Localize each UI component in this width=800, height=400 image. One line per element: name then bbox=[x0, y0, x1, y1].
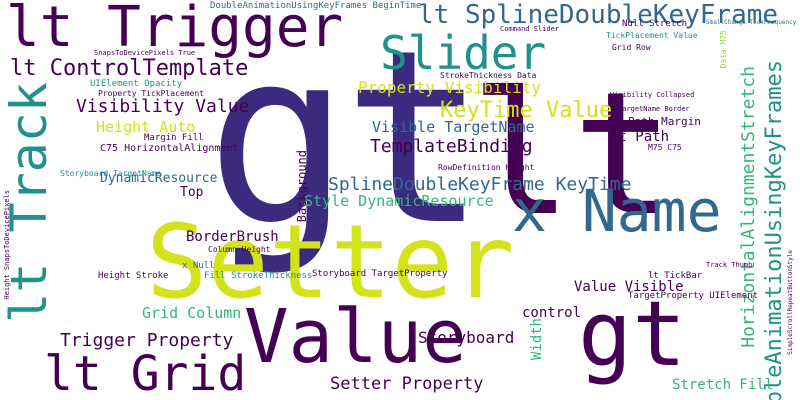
word-doubleanimation-begintime: DoubleAnimationUsingKeyFrames BeginTime bbox=[210, 1, 422, 11]
word-storyboard-targetproperty: Storyboard TargetProperty bbox=[312, 269, 448, 279]
word-lt-path: lt Path bbox=[610, 129, 670, 145]
word-trigger-property: Trigger Property bbox=[60, 330, 234, 351]
word-x-null: x Null bbox=[182, 261, 215, 271]
word-height-auto: Height Auto bbox=[96, 118, 196, 136]
word-visible-targetname: Visible TargetName bbox=[372, 118, 535, 136]
word-gt-large: gt bbox=[206, 0, 487, 278]
word-value: Value bbox=[244, 294, 467, 380]
word-command-slider: Command Slider bbox=[500, 25, 560, 33]
word-value-visible: Value Visible bbox=[574, 279, 684, 295]
word-borderbrush: BorderBrush bbox=[186, 229, 279, 245]
word-property-tickplacement: Property TickPlacement bbox=[98, 89, 204, 98]
word-null-stretch: Null Stretch bbox=[622, 19, 688, 29]
word-lt-trigger: lt Trigger bbox=[6, 0, 344, 60]
word-lt-large: lt bbox=[470, 56, 675, 254]
word-stretch-fill: Stretch Fill bbox=[672, 377, 774, 393]
word-strokethickness-data: StrokeThickness Data bbox=[440, 71, 537, 80]
word-grid-row: Grid Row bbox=[612, 43, 651, 52]
word-data-m75: Data M75 bbox=[719, 30, 728, 69]
word-lt-doubleanimation: lt DoubleAnimationUsingKeyFrames bbox=[762, 60, 787, 400]
word-visibility-value: Visibility Value bbox=[76, 96, 250, 117]
word-top: Top bbox=[180, 185, 204, 200]
word-rowdefinition-height: RowDefinition Height bbox=[438, 163, 535, 172]
word-lt-grid: lt Grid bbox=[44, 346, 247, 400]
word-control: control bbox=[522, 305, 582, 321]
word-style-dynamicresource: Style DynamicResource bbox=[304, 192, 494, 210]
word-dynamicresource: DynamicResource bbox=[100, 171, 218, 186]
word-lt-tickbar: lt TickBar bbox=[648, 271, 703, 281]
word-width: Width bbox=[529, 318, 545, 361]
word-margin-fill: Margin Fill bbox=[144, 133, 204, 143]
word-tickplacement-value: TickPlacement Value bbox=[606, 31, 698, 40]
word-simplescrollrepeatbuttonstyle: SimpleScrollRepeatButtonStyle bbox=[787, 250, 794, 355]
word-fill-strokethickness: Fill StrokeThickness bbox=[204, 271, 313, 281]
word-storyboard: Storyboard bbox=[418, 328, 515, 347]
word-height-snapstodevicepixels: Height SnapsToDevicePixels bbox=[3, 190, 11, 300]
word-lt-track: lt Track bbox=[0, 82, 58, 323]
word-keytime-value: KeyTime Value bbox=[440, 98, 613, 123]
word-visibility-collapsed: Visibility Collapsed bbox=[610, 91, 695, 99]
word-slider: Slider bbox=[380, 26, 547, 80]
word-property-visibility: Property Visibility bbox=[358, 78, 542, 97]
word-x-name: x Name bbox=[512, 177, 722, 245]
word-storyboard-targetname: Storyboard TargetName bbox=[60, 169, 162, 178]
word-templatebinding: TemplateBinding bbox=[370, 136, 533, 157]
word-path-margin: Path Margin bbox=[628, 115, 701, 128]
word-targetproperty-uielement: TargetProperty UIElement bbox=[628, 291, 759, 301]
word-uielement-opacity: UIElement Opacity bbox=[90, 79, 183, 89]
word-lt-controltemplate: lt ControlTemplate bbox=[10, 56, 249, 81]
word-setter: Setter bbox=[146, 203, 515, 322]
word-snapstodevicepixels-true: SnapsToDevicePixels True bbox=[94, 49, 196, 57]
word-gt-small: gt bbox=[578, 282, 687, 387]
word-m75-c75: M75 C75 bbox=[648, 143, 682, 152]
word-column-height: Column Height bbox=[208, 245, 271, 254]
word-height-stroke: Height Stroke bbox=[98, 271, 169, 281]
word-smallchange-tickfrequency: SmallChange TickFrequency bbox=[706, 19, 797, 26]
word-track-thumb: Track Thumb bbox=[706, 261, 753, 269]
word-setter-property: Setter Property bbox=[330, 374, 484, 394]
word-grid-column: Grid Column bbox=[142, 304, 242, 322]
word-lt-splinedoublekeyframe: lt SplineDoubleKeyFrame bbox=[418, 0, 779, 30]
word-horizontalalignment-stretch: HorizontalAlignmentStretch bbox=[738, 66, 759, 348]
word-targetname-border: TargetName Border bbox=[618, 105, 690, 113]
word-c75-horizontalalignment: C75 HorizontalAlignment bbox=[100, 143, 239, 154]
word-splinedoublekeyframe-keytime: SplineDoubleKeyFrame KeyTime bbox=[328, 174, 632, 195]
word-background: Background bbox=[295, 150, 309, 223]
